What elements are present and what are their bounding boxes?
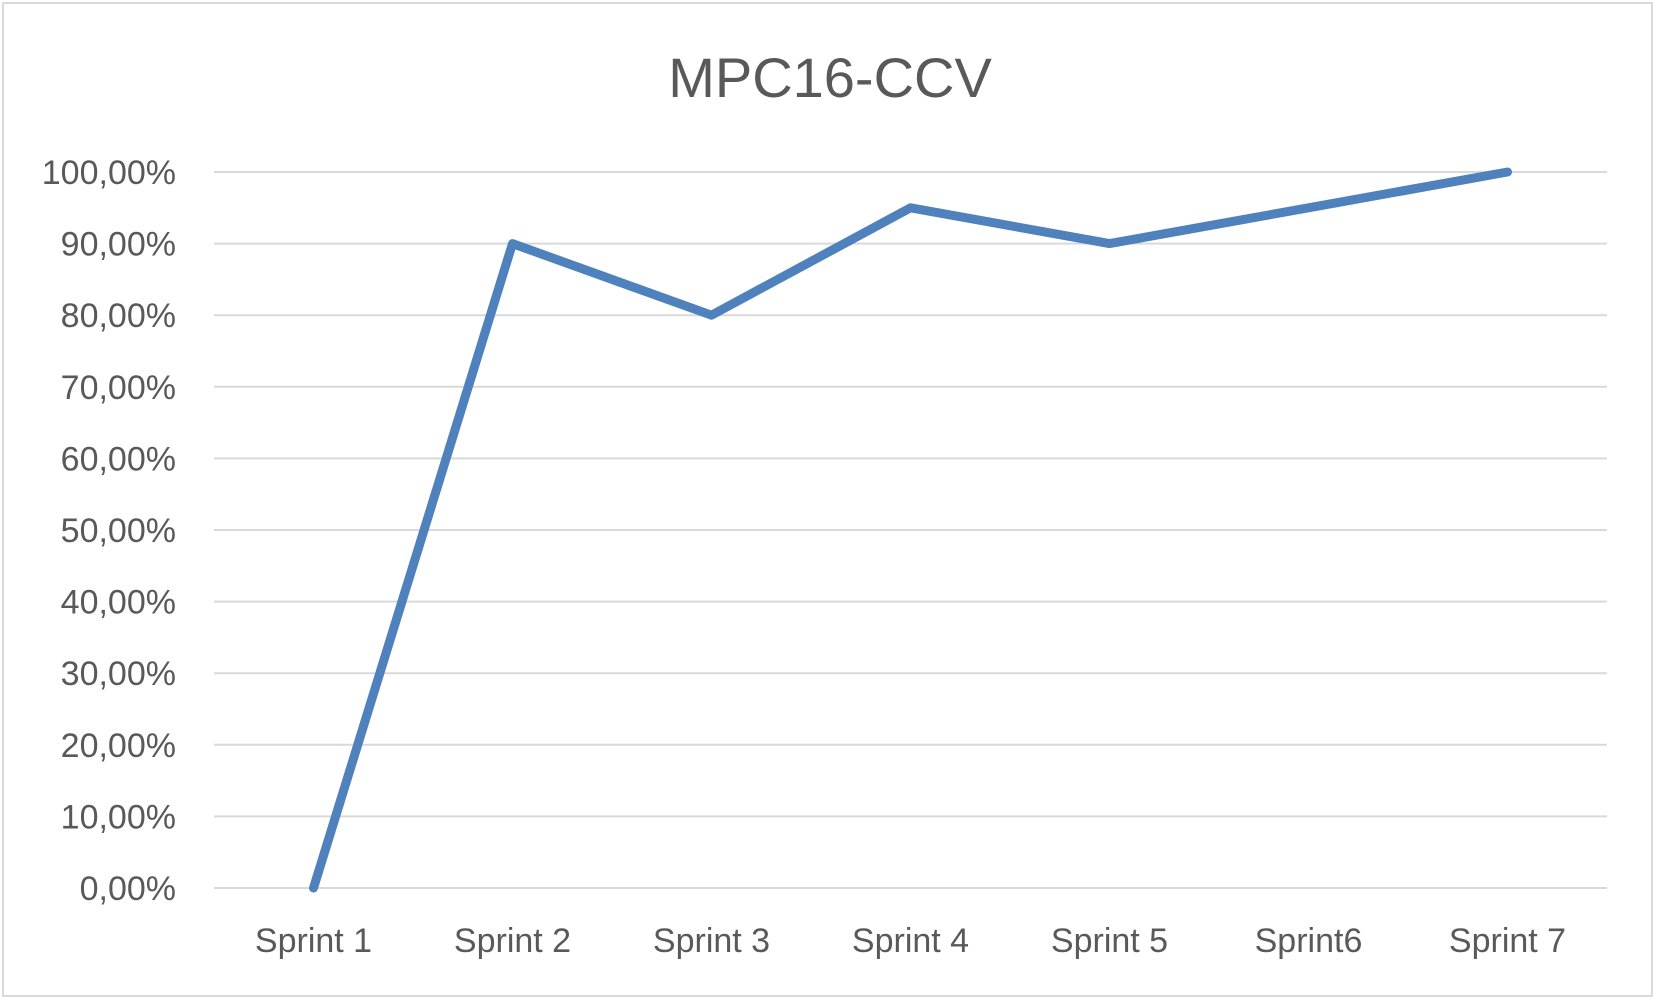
y-tick-label: 70,00% bbox=[61, 369, 176, 407]
y-axis-tick-labels: 0,00% 10,00% 20,00% 30,00% 40,00% 50,00% 60,00… bbox=[42, 154, 176, 908]
y-tick-label: 40,00% bbox=[61, 584, 176, 622]
y-tick-label: 30,00% bbox=[61, 655, 176, 693]
y-tick-label: 80,00% bbox=[61, 297, 176, 335]
x-tick-label: Sprint 4 bbox=[852, 922, 969, 960]
x-tick-label: Sprint 3 bbox=[653, 922, 770, 960]
y-tick-label: 60,00% bbox=[61, 440, 176, 478]
y-tick-label: 0,00% bbox=[80, 870, 176, 908]
x-tick-label: Sprint 1 bbox=[255, 922, 372, 960]
series-lines bbox=[309, 167, 1512, 893]
x-tick-label: Sprint 5 bbox=[1051, 922, 1168, 960]
y-tick-label: 10,00% bbox=[61, 798, 176, 836]
x-tick-label: Sprint6 bbox=[1255, 922, 1363, 960]
x-tick-label: Sprint 7 bbox=[1449, 922, 1566, 960]
y-tick-label: 90,00% bbox=[61, 226, 176, 264]
y-tick-label: 20,00% bbox=[61, 727, 176, 765]
x-axis-tick-labels: Sprint 1 Sprint 2 Sprint 3 Sprint 4 Sprint 5… bbox=[255, 922, 1566, 960]
y-tick-label: 100,00% bbox=[42, 154, 176, 192]
x-tick-label: Sprint 2 bbox=[454, 922, 571, 960]
y-tick-label: 50,00% bbox=[61, 512, 176, 550]
chart-title: MPC16-CCV bbox=[668, 46, 992, 109]
gridlines bbox=[214, 171, 1607, 889]
